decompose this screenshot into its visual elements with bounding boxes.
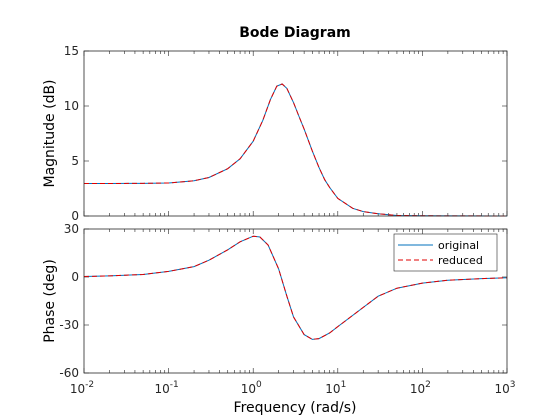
x-tick-label: 100 bbox=[241, 380, 262, 396]
phase-series-reduced bbox=[83, 235, 508, 340]
x-tick-label: 10-2 bbox=[70, 380, 94, 396]
phase-y-tick-label: -60 bbox=[59, 366, 79, 380]
magnitude-axes: 0 5 10 15 Magnitude (dB) bbox=[42, 44, 508, 223]
phase-axes: -60 -30 0 30 Phase (deg) original reduced 10-2 1… bbox=[42, 222, 516, 396]
magnitude-y-tick-label: 15 bbox=[64, 44, 79, 58]
x-tick-label: 101 bbox=[325, 380, 346, 396]
magnitude-axes-frame bbox=[83, 50, 508, 217]
legend-box bbox=[393, 233, 498, 272]
phase-y-tick-label: 30 bbox=[64, 222, 79, 236]
x-tick-label: 103 bbox=[494, 380, 515, 396]
phase-y-tick-label: 0 bbox=[71, 270, 79, 284]
legend: original reduced bbox=[393, 233, 498, 272]
phase-y-tick-label: -30 bbox=[59, 318, 79, 332]
legend-label-reduced: reduced bbox=[438, 254, 483, 267]
phase-axes-frame bbox=[83, 228, 508, 374]
x-axis-label: Frequency (rad/s) bbox=[234, 400, 357, 416]
magnitude-y-tick-label: 10 bbox=[64, 99, 79, 113]
magnitude-y-tick-label: 5 bbox=[71, 154, 79, 168]
magnitude-y-tick-label: 0 bbox=[71, 209, 79, 223]
magnitude-series-reduced bbox=[84, 83, 508, 217]
phase-y-axis-label: Phase (deg) bbox=[42, 259, 58, 343]
x-tick-label: 10-1 bbox=[154, 380, 178, 396]
chart-title: Bode Diagram bbox=[239, 25, 351, 41]
legend-label-original: original bbox=[438, 239, 479, 252]
x-tick-label: 102 bbox=[410, 380, 431, 396]
magnitude-plot-area bbox=[84, 51, 507, 216]
magnitude-y-axis-label: Magnitude (dB) bbox=[42, 79, 58, 187]
